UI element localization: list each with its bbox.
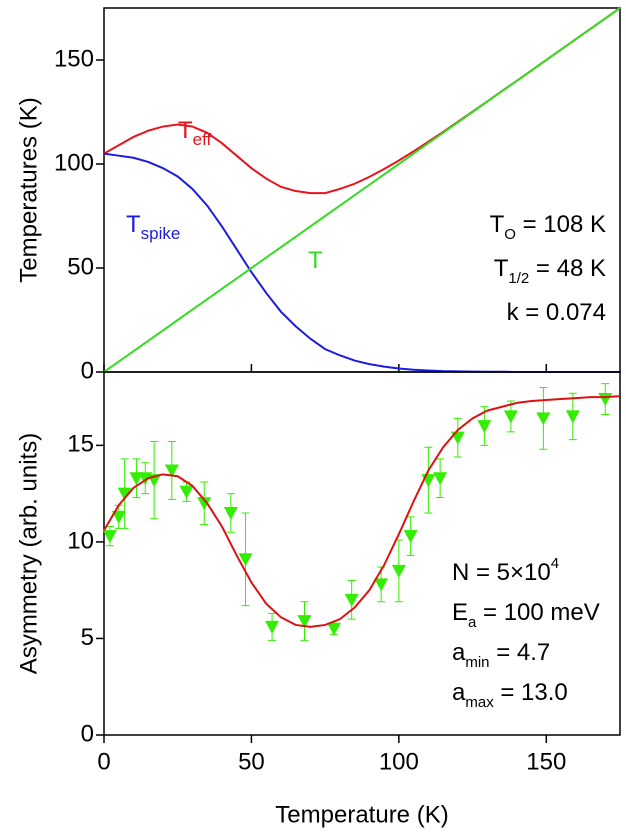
data-point xyxy=(374,578,389,592)
data-point xyxy=(179,485,194,499)
data-point xyxy=(477,420,492,434)
data-point xyxy=(433,472,448,486)
annotation: TO = 108 K xyxy=(490,211,606,243)
y-tick-label: 0 xyxy=(81,720,94,747)
annotation: Ea = 100 meV xyxy=(452,599,600,631)
text-run: max xyxy=(465,694,494,711)
series-name: T xyxy=(178,117,193,144)
data-line xyxy=(103,395,621,628)
text-run: 1/2 xyxy=(508,270,529,287)
x-axis-label: Temperature (K) xyxy=(275,801,448,828)
y-tick-label: 50 xyxy=(67,253,94,280)
data-point xyxy=(565,410,580,424)
series-name: T xyxy=(308,247,323,274)
text-run: E xyxy=(452,599,468,626)
annotation: N = 5×104 xyxy=(452,555,559,586)
data-point xyxy=(450,431,465,445)
data-point xyxy=(238,553,253,567)
y-tick-label: 15 xyxy=(67,431,94,458)
series-label: Tspike xyxy=(126,211,180,243)
y-tick-label: 5 xyxy=(81,624,94,651)
data-point xyxy=(265,620,280,634)
data-point xyxy=(197,497,212,511)
text-run: a xyxy=(452,639,466,666)
y-axis-label: Asymmetry (arb. units) xyxy=(15,433,42,674)
data-point xyxy=(297,615,312,629)
data-point xyxy=(598,393,613,407)
text-run: k = 0.074 xyxy=(507,299,606,326)
text-run: T xyxy=(494,255,509,282)
data-point xyxy=(536,412,551,426)
x-tick-label: 150 xyxy=(526,748,566,775)
text-run: 4 xyxy=(551,555,559,572)
text-run: = 100 meV xyxy=(476,599,599,626)
text-run: a xyxy=(468,614,477,631)
y-tick-label: 150 xyxy=(54,45,94,72)
annotation: T1/2 = 48 K xyxy=(494,255,606,287)
data-point xyxy=(391,564,406,578)
data-point xyxy=(117,487,132,501)
series-sub: eff xyxy=(193,130,212,149)
text-run: = 13.0 xyxy=(494,679,568,706)
data-line xyxy=(103,7,621,373)
series-label: T xyxy=(308,247,323,274)
data-point xyxy=(129,472,144,486)
text-run: O xyxy=(504,226,516,243)
annotation: k = 0.074 xyxy=(507,299,606,326)
y-tick-label: 100 xyxy=(54,149,94,176)
data-point xyxy=(344,593,359,607)
series-label: Teff xyxy=(178,117,212,149)
y-tick-label: 0 xyxy=(81,357,94,384)
x-tick-label: 100 xyxy=(379,748,419,775)
x-tick-label: 0 xyxy=(97,748,110,775)
data-line xyxy=(103,7,621,195)
annotation: amin = 4.7 xyxy=(452,639,550,671)
data-point xyxy=(403,530,418,544)
data-point xyxy=(102,530,117,544)
text-run: N = 5×10 xyxy=(452,559,551,586)
plot-frame xyxy=(103,371,621,736)
text-run: = 48 K xyxy=(529,255,606,282)
text-run: = 4.7 xyxy=(490,639,551,666)
data-point xyxy=(503,410,518,424)
data-point xyxy=(111,510,126,524)
data-point xyxy=(326,622,341,636)
annotation: amax = 13.0 xyxy=(452,679,568,711)
text-run: T xyxy=(490,211,505,238)
data-point xyxy=(164,464,179,478)
text-run: min xyxy=(465,654,489,671)
text-run: a xyxy=(452,679,466,706)
x-tick-label: 50 xyxy=(238,748,265,775)
series-sub: spike xyxy=(141,224,181,243)
text-run: = 108 K xyxy=(516,211,606,238)
data-point xyxy=(223,506,238,520)
series-name: T xyxy=(126,211,141,238)
y-tick-label: 10 xyxy=(67,527,94,554)
y-axis-label: Temperatures (K) xyxy=(15,97,42,282)
